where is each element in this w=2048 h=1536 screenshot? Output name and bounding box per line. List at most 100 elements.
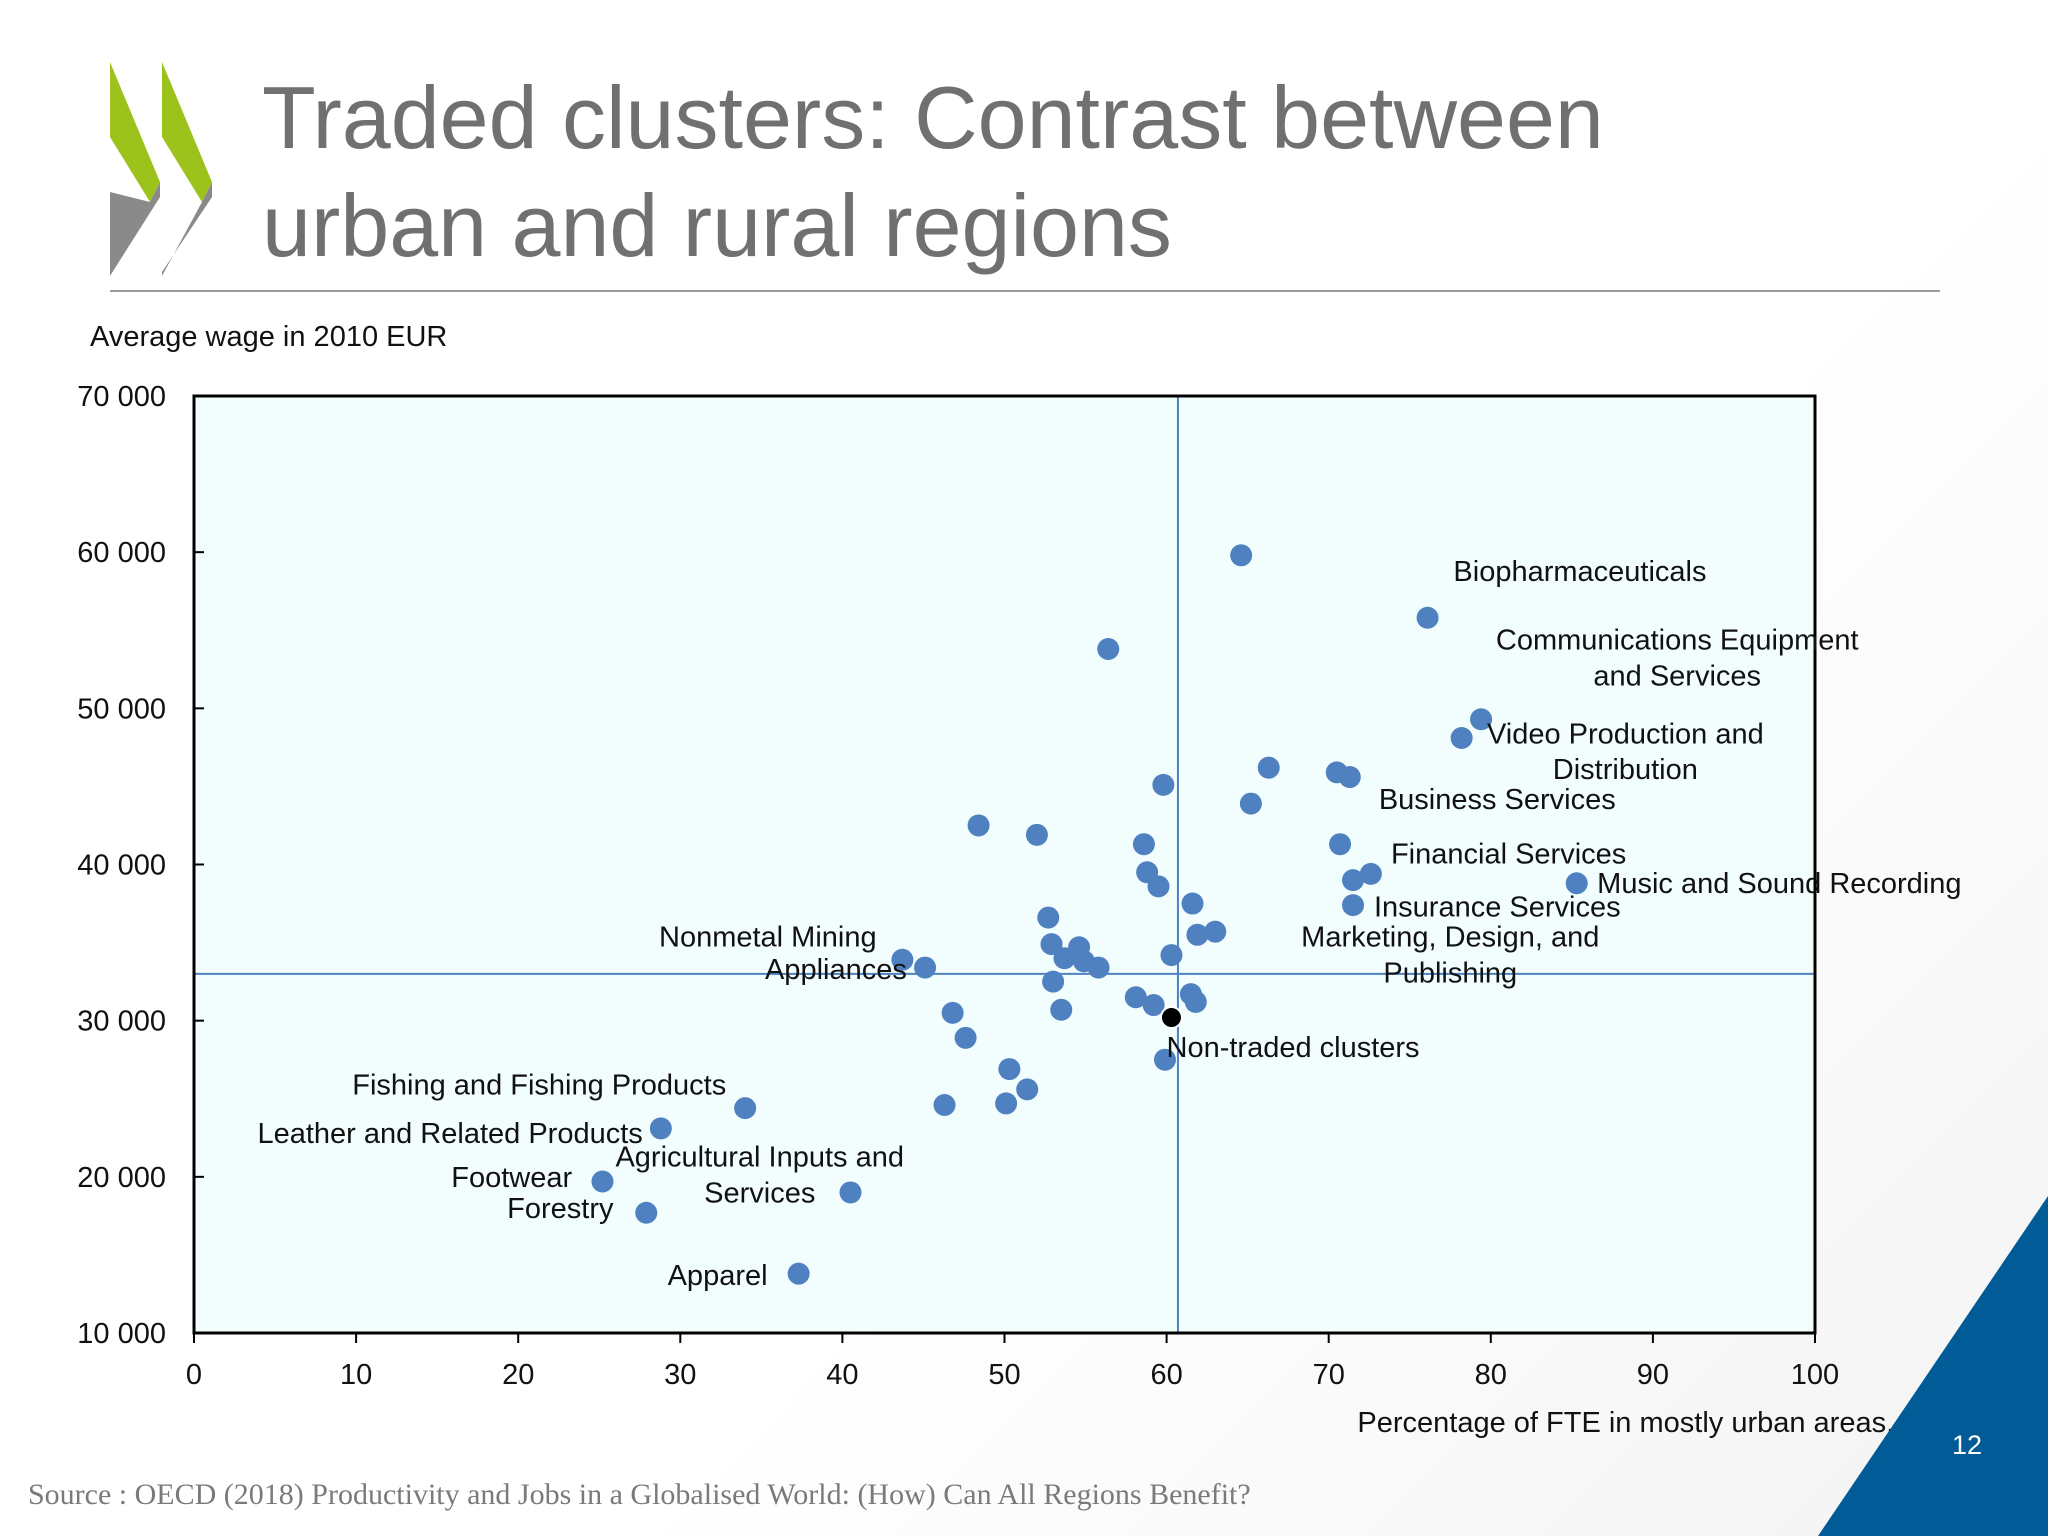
- point-label: Music and Sound Recording: [1597, 868, 1961, 900]
- data-point: [998, 1058, 1021, 1081]
- x-tick-label: 10: [340, 1359, 372, 1391]
- y-tick-label: 20 000: [77, 1162, 166, 1194]
- reference-lines: [194, 396, 1815, 1333]
- x-tick-label: 70: [1313, 1359, 1345, 1391]
- point-label: Services: [704, 1177, 815, 1209]
- title-divider: [110, 290, 1940, 292]
- x-tick-label: 40: [826, 1359, 858, 1391]
- data-point: [1329, 833, 1352, 856]
- x-tick-label: 20: [502, 1359, 534, 1391]
- data-point: [591, 1170, 614, 1193]
- data-point: [787, 1262, 810, 1285]
- point-label: Fishing and Fishing Products: [352, 1070, 726, 1102]
- point-label: Video Production and: [1487, 718, 1764, 750]
- data-point: [1037, 906, 1060, 929]
- data-point: [1153, 1048, 1176, 1071]
- x-tick-label: 50: [988, 1359, 1020, 1391]
- y-tick-label: 40 000: [77, 850, 166, 882]
- data-point: [839, 1181, 862, 1204]
- y-tick-label: 30 000: [77, 1006, 166, 1038]
- data-point: [1050, 998, 1073, 1021]
- data-point: [1042, 970, 1065, 993]
- point-label: Apparel: [668, 1260, 768, 1292]
- source-note: Source : OECD (2018) Productivity and Jo…: [28, 1478, 1251, 1511]
- data-point: [1186, 923, 1209, 946]
- data-point: [933, 1093, 956, 1116]
- data-point: [914, 956, 937, 979]
- data-point: [1184, 990, 1207, 1013]
- corner-decoration: [1818, 1196, 2048, 1536]
- data-point: [891, 948, 914, 971]
- data-point: [1053, 947, 1076, 970]
- point-label: and Services: [1593, 661, 1761, 693]
- title-line-1: Traded clusters: Contrast between: [262, 68, 1604, 167]
- data-point: [1016, 1078, 1039, 1101]
- y-tick-label: 70 000: [77, 381, 166, 413]
- slide-title: Traded clusters: Contrast between urban …: [262, 64, 1862, 280]
- point-label: Appliances: [765, 954, 907, 986]
- point-label: Publishing: [1383, 957, 1517, 989]
- point-label: Non-traded clusters: [1167, 1032, 1420, 1064]
- data-point: [1257, 756, 1280, 779]
- data-point: [1239, 792, 1262, 815]
- data-point: [1359, 862, 1382, 885]
- point-label: Leather and Related Products: [257, 1118, 642, 1150]
- data-point: [1204, 920, 1227, 943]
- data-point: [1152, 773, 1175, 796]
- point-label: Financial Services: [1391, 839, 1626, 871]
- data-point: [967, 814, 990, 837]
- data-point: [1147, 875, 1170, 898]
- x-axis-label: Percentage of FTE in mostly urban areas,…: [1357, 1407, 1928, 1439]
- data-point: [734, 1097, 757, 1120]
- data-point: [1342, 894, 1365, 917]
- y-tick-label: 60 000: [77, 537, 166, 569]
- data-point: [1230, 544, 1253, 567]
- point-label: Insurance Services: [1374, 892, 1621, 924]
- data-point: [1040, 933, 1063, 956]
- data-point: [1416, 606, 1439, 629]
- plot-area: [194, 396, 1815, 1333]
- data-point: [1470, 708, 1493, 731]
- data-point: [954, 1026, 977, 1049]
- point-label: Footwear: [451, 1162, 572, 1194]
- x-tick-label: 0: [186, 1359, 202, 1391]
- data-point: [649, 1117, 672, 1140]
- point-label: Communications Equipment: [1496, 625, 1859, 657]
- data-point: [1160, 944, 1183, 967]
- oecd-chevron-logo: [110, 62, 212, 276]
- page-number: 12: [1952, 1430, 1983, 1460]
- y-tick-label: 50 000: [77, 693, 166, 725]
- point-label: Marketing, Design, and: [1301, 921, 1599, 953]
- data-point: [995, 1092, 1018, 1115]
- title-line-2: urban and rural regions: [262, 176, 1172, 275]
- data-point: [1342, 869, 1365, 892]
- data-point: [1450, 727, 1473, 750]
- data-point: [635, 1201, 658, 1224]
- point-label: Business Services: [1379, 784, 1616, 816]
- scatter-chart: 0 10 20 30 40 50 60 70 80 90 100 10 000 20 000 30 00…: [77, 321, 1961, 1439]
- point-annotations: Biopharmaceuticals Communications Equipme…: [257, 556, 1961, 1292]
- x-tick-label: 90: [1637, 1359, 1669, 1391]
- x-tick-label: 30: [664, 1359, 696, 1391]
- data-point: [1025, 823, 1048, 846]
- y-axis-ticks: 10 000 20 000 30 000 40 000 50 000 60 000 70 0…: [77, 381, 204, 1350]
- x-axis-ticks: 0 10 20 30 40 50 60 70 80 90 100: [186, 1333, 1839, 1391]
- x-tick-label: 100: [1791, 1359, 1839, 1391]
- point-label: Agricultural Inputs and: [615, 1142, 904, 1174]
- data-point: [1097, 637, 1120, 660]
- y-tick-label: 10 000: [77, 1318, 166, 1350]
- data-point: [1142, 994, 1165, 1017]
- x-tick-label: 80: [1475, 1359, 1507, 1391]
- y-axis-label: Average wage in 2010 EUR: [90, 321, 447, 353]
- data-point: [1181, 892, 1204, 915]
- point-label: Distribution: [1553, 754, 1698, 786]
- data-point: [941, 1001, 964, 1024]
- point-label: Biopharmaceuticals: [1453, 556, 1706, 588]
- data-point: [1565, 872, 1588, 895]
- x-tick-label: 60: [1150, 1359, 1182, 1391]
- data-point: [1124, 986, 1147, 1009]
- data-point: [1338, 766, 1361, 789]
- data-point: [1132, 833, 1155, 856]
- data-point: [1087, 956, 1110, 979]
- highlight-data-point: [1159, 1006, 1183, 1030]
